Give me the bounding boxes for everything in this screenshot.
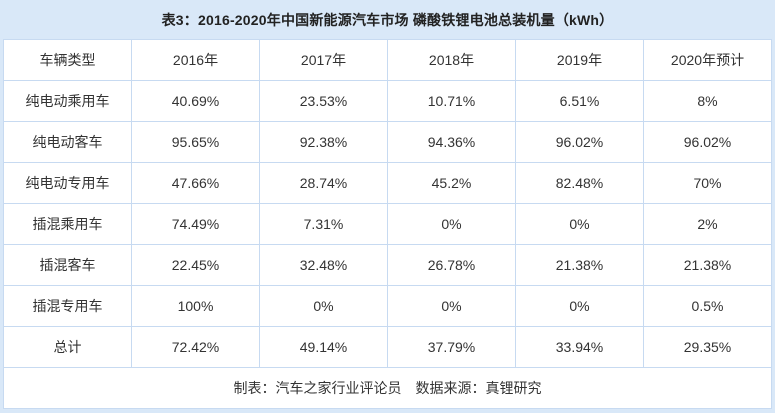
col-header-2019: 2019年: [515, 39, 644, 81]
table-cell: 47.66%: [131, 162, 260, 204]
table-cell: 0%: [387, 203, 516, 245]
data-table: 车辆类型 2016年 2017年 2018年 2019年 2020年预计 纯电动…: [3, 39, 772, 409]
table-cell: 22.45%: [131, 244, 260, 286]
table-cell: 70%: [643, 162, 772, 204]
table-cell: 21.38%: [515, 244, 644, 286]
table-cell: 82.48%: [515, 162, 644, 204]
row-label: 总计: [3, 326, 132, 368]
table-cell: 95.65%: [131, 121, 260, 163]
table-cell: 100%: [131, 285, 260, 327]
footer-cell: 制表：汽车之家行业评论员 数据来源：真锂研究: [3, 367, 772, 409]
table-cell: 94.36%: [387, 121, 516, 163]
table-cell: 74.49%: [131, 203, 260, 245]
table-cell: 92.38%: [259, 121, 388, 163]
table-title: 表3：2016-2020年中国新能源汽车市场 磷酸铁锂电池总装机量（kWh）: [161, 11, 614, 28]
table-cell: 33.94%: [515, 326, 644, 368]
table-cell: 21.38%: [643, 244, 772, 286]
table-row-bev-bus: 纯电动客车 95.65% 92.38% 94.36% 96.02% 96.02%: [3, 121, 772, 163]
table-cell: 0%: [515, 285, 644, 327]
table-cell: 0.5%: [643, 285, 772, 327]
col-header-2018: 2018年: [387, 39, 516, 81]
table-cell: 0%: [259, 285, 388, 327]
table-cell: 45.2%: [387, 162, 516, 204]
footer-maker: 制表：汽车之家行业评论员: [233, 380, 402, 396]
table-cell: 26.78%: [387, 244, 516, 286]
table-cell: 49.14%: [259, 326, 388, 368]
table-cell: 96.02%: [643, 121, 772, 163]
table-cell: 7.31%: [259, 203, 388, 245]
row-label: 插混专用车: [3, 285, 132, 327]
col-header-2016: 2016年: [131, 39, 260, 81]
table-row-phev-special: 插混专用车 100% 0% 0% 0% 0.5%: [3, 285, 772, 327]
table-row-phev-passenger: 插混乘用车 74.49% 7.31% 0% 0% 2%: [3, 203, 772, 245]
table-cell: 8%: [643, 80, 772, 122]
table-cell: 0%: [387, 285, 516, 327]
table-cell: 96.02%: [515, 121, 644, 163]
table-cell: 10.71%: [387, 80, 516, 122]
col-header-2017: 2017年: [259, 39, 388, 81]
table-cell: 32.48%: [259, 244, 388, 286]
row-label: 插混客车: [3, 244, 132, 286]
table-cell: 6.51%: [515, 80, 644, 122]
col-header-2020-forecast: 2020年预计: [643, 39, 772, 81]
table-cell: 2%: [643, 203, 772, 245]
table-cell: 23.53%: [259, 80, 388, 122]
table-row-total: 总计 72.42% 49.14% 37.79% 33.94% 29.35%: [3, 326, 772, 368]
footer-source: 数据来源：真锂研究: [415, 380, 542, 396]
row-label: 纯电动专用车: [3, 162, 132, 204]
table-row-phev-bus: 插混客车 22.45% 32.48% 26.78% 21.38% 21.38%: [3, 244, 772, 286]
header-row: 车辆类型 2016年 2017年 2018年 2019年 2020年预计: [3, 39, 772, 81]
footer-row: 制表：汽车之家行业评论员 数据来源：真锂研究: [3, 367, 772, 409]
table-cell: 37.79%: [387, 326, 516, 368]
row-label: 插混乘用车: [3, 203, 132, 245]
table-cell: 28.74%: [259, 162, 388, 204]
table-row-bev-special: 纯电动专用车 47.66% 28.74% 45.2% 82.48% 70%: [3, 162, 772, 204]
table-cell: 0%: [515, 203, 644, 245]
col-header-vehicle-type: 车辆类型: [3, 39, 132, 81]
row-label: 纯电动客车: [3, 121, 132, 163]
row-label: 纯电动乘用车: [3, 80, 132, 122]
table-cell: 72.42%: [131, 326, 260, 368]
table-cell: 29.35%: [643, 326, 772, 368]
table-row-bev-passenger: 纯电动乘用车 40.69% 23.53% 10.71% 6.51% 8%: [3, 80, 772, 122]
table-cell: 40.69%: [131, 80, 260, 122]
